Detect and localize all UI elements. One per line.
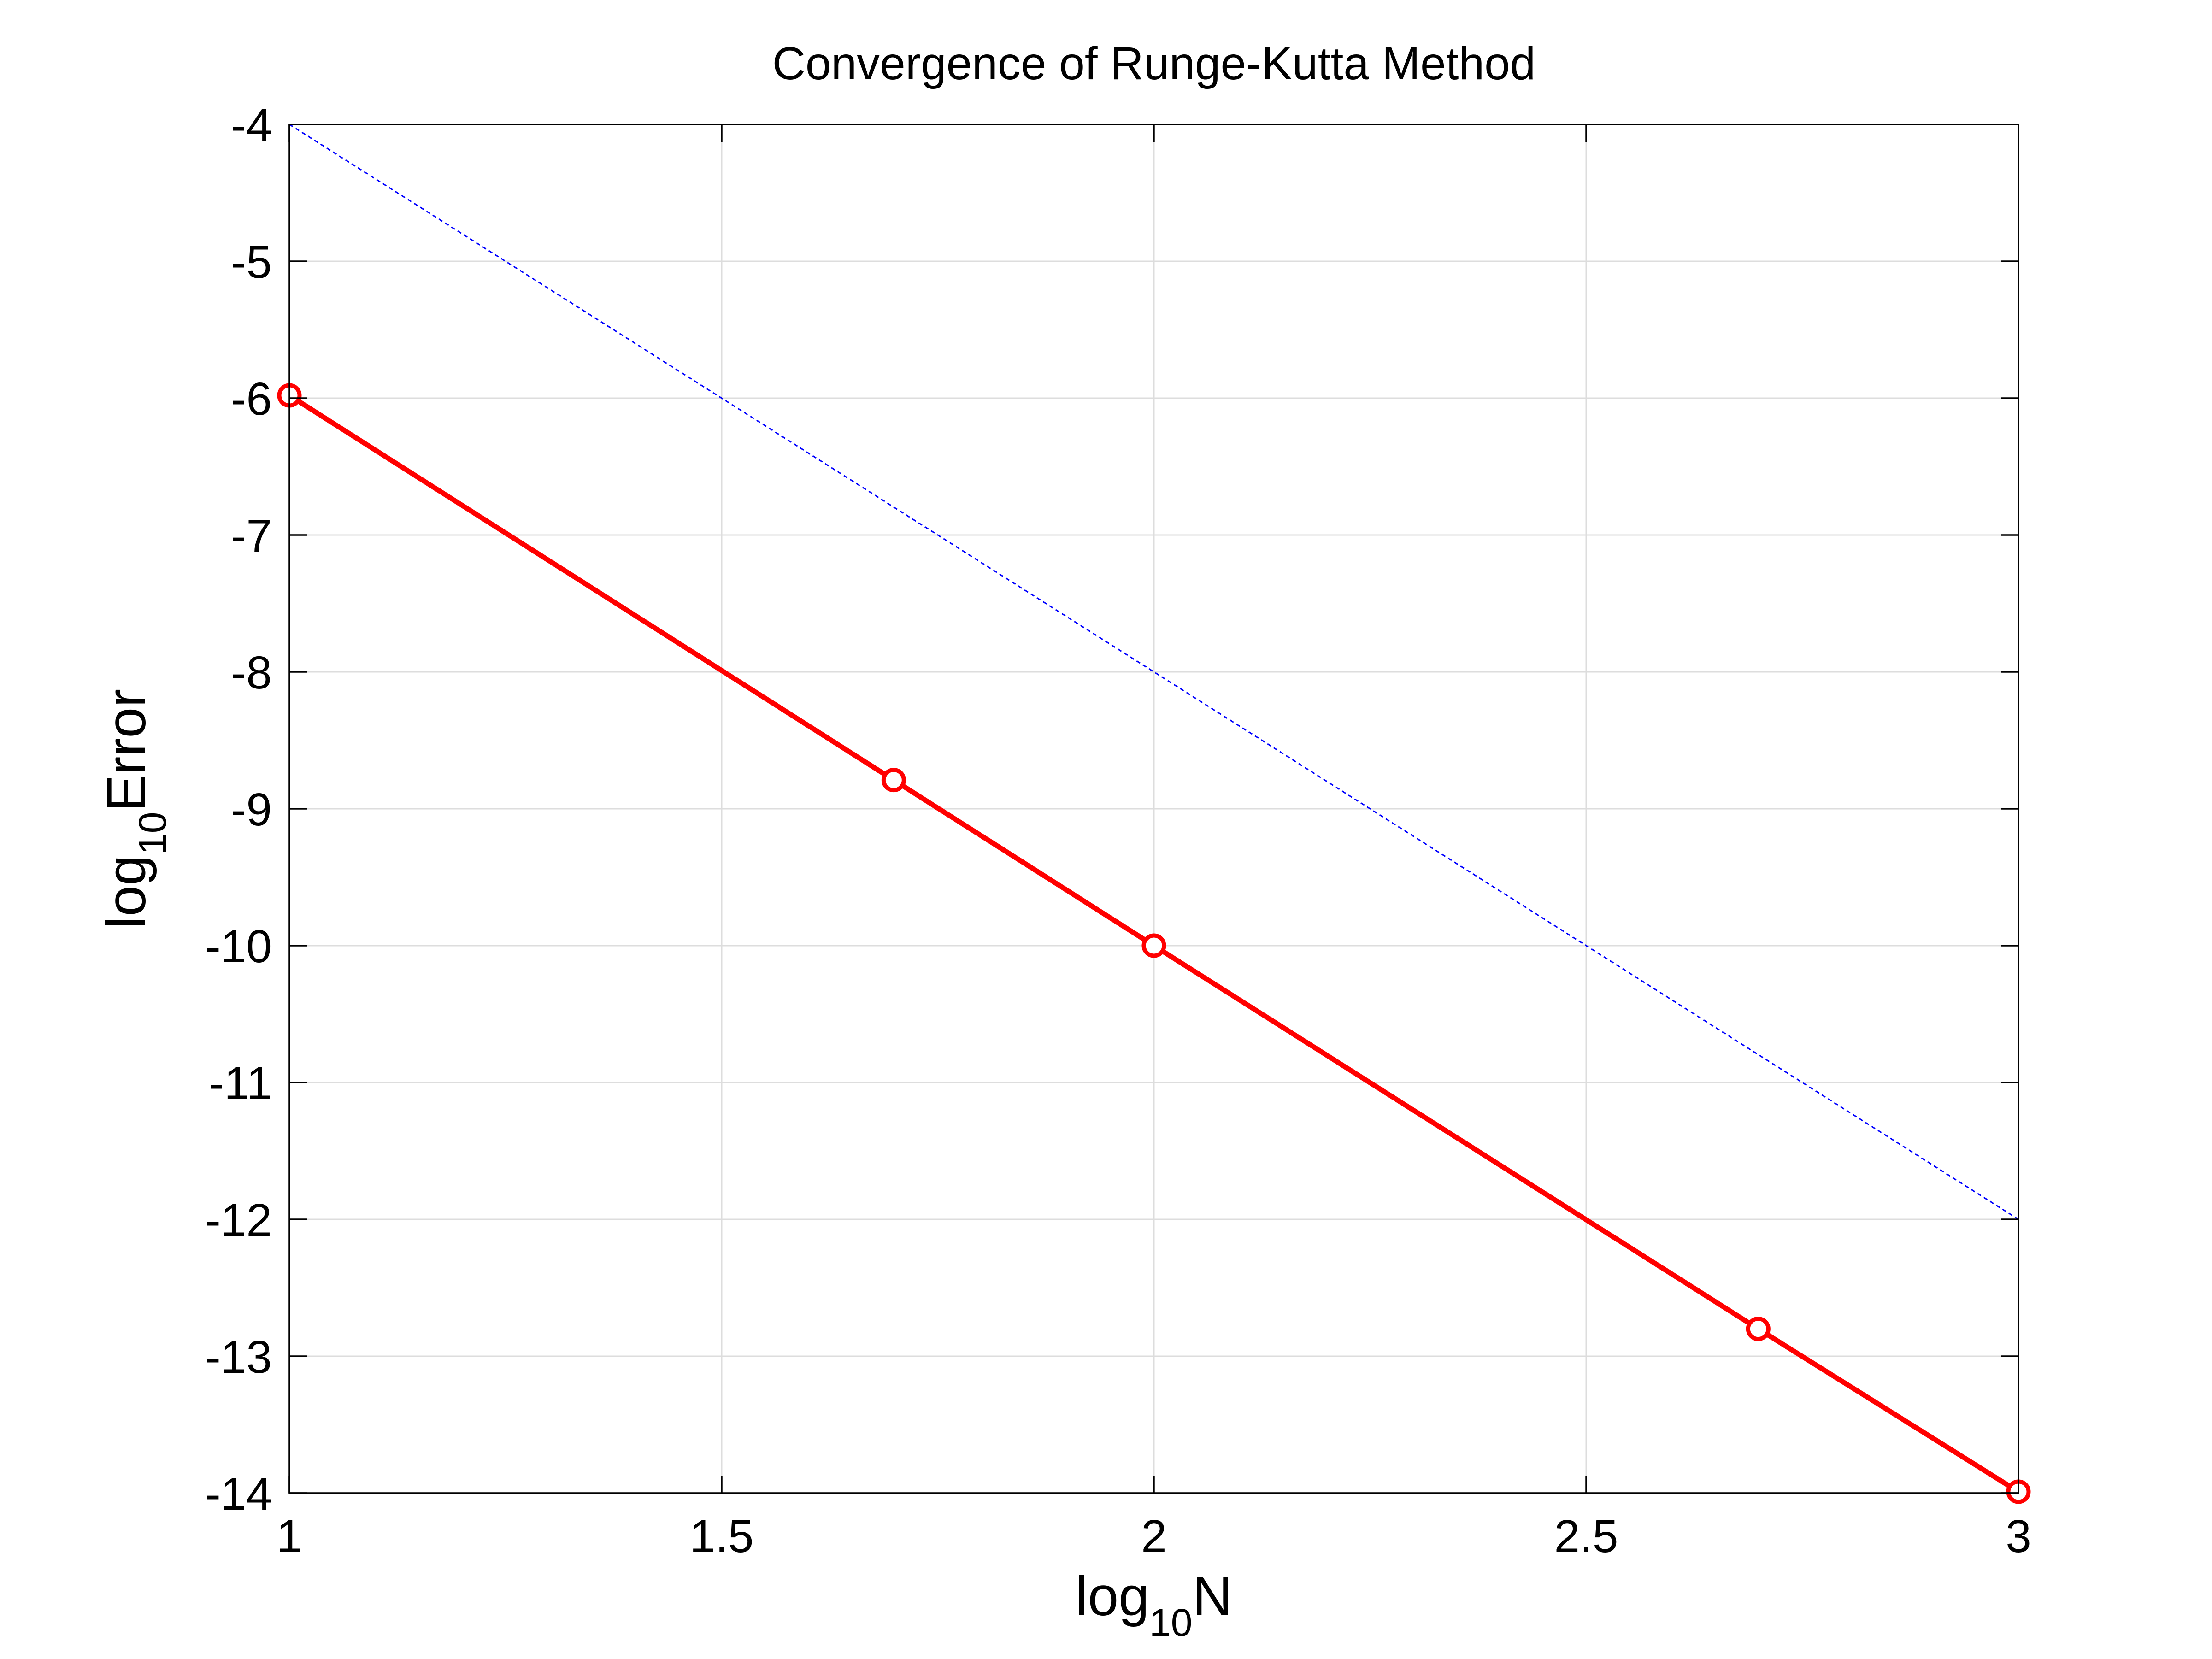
series-layer [277, 124, 2031, 1504]
reference-slope-line [289, 124, 2019, 1220]
x-axis-label-text: N [1192, 1565, 1232, 1627]
x-tick-label: 2.5 [1554, 1511, 1618, 1562]
error-data-point [881, 768, 906, 793]
x-tick-label: 3 [2006, 1511, 2031, 1562]
y-tick-label: -6 [231, 373, 272, 425]
x-axis-label: log10N [1076, 1565, 1232, 1644]
chart-title: Convergence of Runge-Kutta Method [772, 38, 1536, 89]
x-tick-label: 2 [1141, 1511, 1167, 1562]
y-tick-label: -4 [231, 100, 272, 151]
error-data-point [1141, 933, 1166, 958]
grid-lines [289, 124, 2018, 1493]
y-tick-labels: -14 -13 -12 -11 -10 -9 -8 -7 -6 -5 -4 [205, 100, 272, 1520]
y-tick-label: -13 [205, 1331, 272, 1383]
y-tick-label: -10 [205, 921, 272, 972]
y-axis-label-base: log [95, 855, 157, 929]
y-tick-label: -14 [205, 1468, 272, 1520]
x-axis-label-subscript: 10 [1149, 1601, 1192, 1644]
x-tick-label: 1.5 [689, 1511, 753, 1562]
error-data-point [1746, 1317, 1771, 1341]
y-tick-label: -11 [209, 1058, 272, 1109]
y-tick-label: -9 [231, 784, 272, 835]
axis-ticks [288, 124, 2019, 1494]
y-tick-label: -12 [205, 1194, 272, 1246]
y-tick-label: -5 [231, 236, 272, 288]
x-tick-label: 1 [276, 1511, 302, 1562]
x-axis-label-base: log [1076, 1565, 1149, 1627]
x-tick-labels: 1 1.5 2 2.5 3 [276, 1511, 2031, 1562]
y-tick-label: -7 [231, 510, 272, 562]
y-axis-label: log10Error [95, 689, 174, 929]
y-axis-label-text: Error [95, 689, 157, 812]
y-tick-label: -8 [231, 647, 272, 699]
y-axis-label-subscript: 10 [131, 812, 174, 855]
